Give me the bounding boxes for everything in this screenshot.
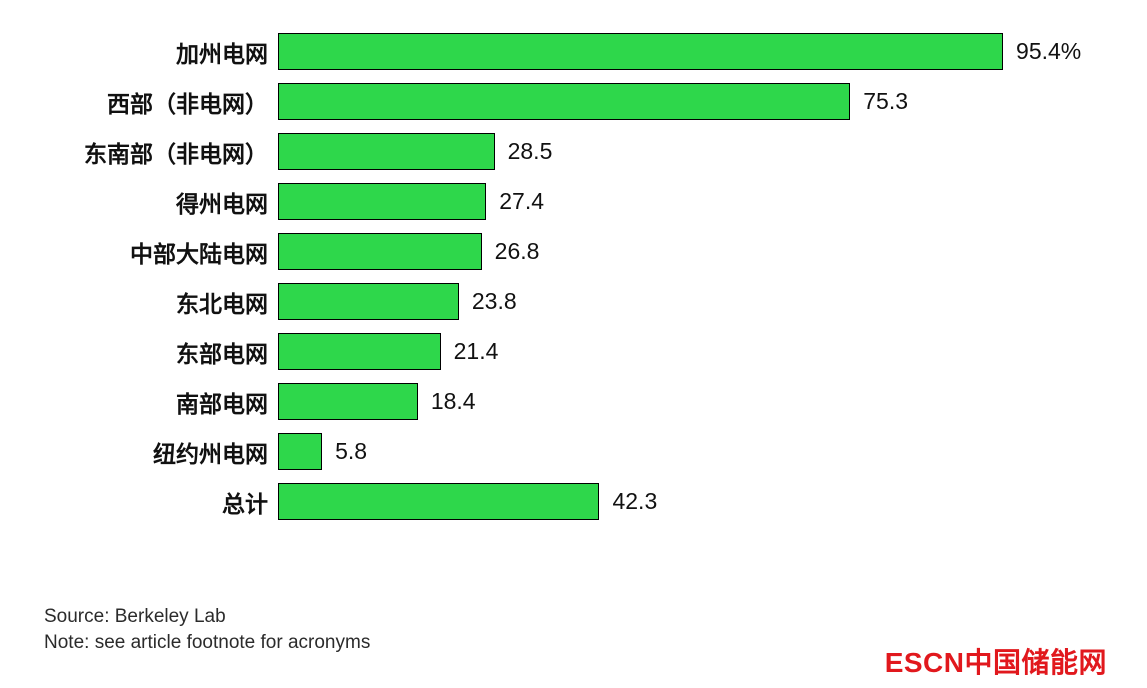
chart-row: 得州电网 27.4 [0,183,1147,220]
value-label: 23.8 [471,288,517,314]
bar-track: 95.4% [278,33,1081,70]
value-label: 42.3 [612,488,658,514]
value-label: 18.4 [430,388,476,414]
chart-row: 总计 42.3 [0,483,1147,520]
chart-row: 南部电网 18.4 [0,383,1147,420]
source-text: Source: Berkeley Lab [44,606,226,627]
bar-track: 18.4 [278,383,1038,420]
bar [278,333,441,370]
category-label: 西部（非电网） [107,90,268,117]
logo-text-en: ESCN [884,647,965,678]
chart-row: 东南部（非电网） 28.5 [0,133,1147,170]
bar-track: 5.8 [278,433,1038,470]
bar [278,283,459,320]
category-label: 东北电网 [176,290,268,317]
logo-text-zh: 中国储能网 [964,647,1107,678]
category-label: 东南部（非电网） [84,140,268,167]
bar-track: 23.8 [278,283,1038,320]
value-label: 28.5 [507,138,553,164]
bar [278,433,323,470]
bar-track: 28.5 [278,133,1038,170]
bar [278,183,487,220]
category-label: 南部电网 [176,390,268,417]
chart-row: 东部电网 21.4 [0,333,1147,370]
chart-row: 西部（非电网） 75.3 [0,83,1147,120]
value-label: 27.4 [499,188,544,214]
bar-track: 75.3 [278,83,1038,120]
chart-row: 加州电网 95.4% [0,33,1147,70]
category-label: 总计 [222,490,268,517]
category-label: 得州电网 [176,190,268,217]
bar-track: 26.8 [278,233,1038,270]
note-text: Note: see article footnote for acronyms [44,632,371,653]
value-label: 75.3 [863,88,909,114]
category-label: 东部电网 [176,340,268,367]
value-label: 26.8 [494,238,540,264]
category-label: 加州电网 [176,40,268,67]
value-label: 21.4 [453,338,499,364]
bar-chart: 加州电网 95.4% 西部（非电网） 75.3 东南部（非电网） 28.5 得州… [0,33,1147,533]
bar [278,483,600,520]
category-label: 纽约州电网 [153,440,268,467]
chart-row: 东北电网 23.8 [0,283,1147,320]
value-label: 95.4% [1016,38,1082,64]
bar [278,133,495,170]
bar [278,83,851,120]
bar-track: 21.4 [278,333,1038,370]
chart-footer: Source: Berkeley Lab Note: see article f… [44,604,370,656]
bar-track: 27.4 [278,183,1038,220]
bar [278,33,1004,70]
value-label: 5.8 [335,438,368,464]
chart-row: 纽约州电网 5.8 [0,433,1147,470]
bar-track: 42.3 [278,483,1038,520]
bar [278,233,482,270]
chart-row: 中部大陆电网 26.8 [0,233,1147,270]
escn-logo: ESCN中国储能网 [885,641,1107,681]
category-label: 中部大陆电网 [130,240,268,267]
bar [278,383,418,420]
